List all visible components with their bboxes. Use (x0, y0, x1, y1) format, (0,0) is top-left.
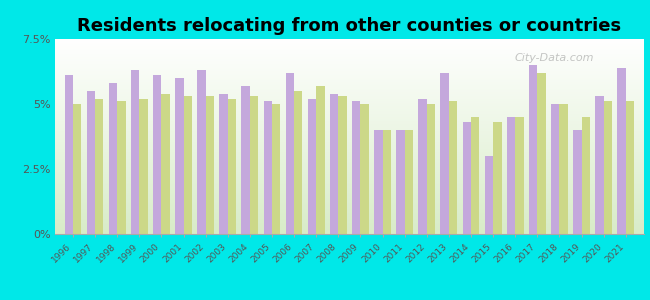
Bar (117, 101, 125, 234)
Bar (272, 104, 280, 234)
Bar (560, 104, 568, 234)
Title: Residents relocating from other counties or countries: Residents relocating from other counties… (77, 17, 621, 35)
Bar (441, 73, 449, 234)
Bar (604, 101, 612, 234)
Text: City-Data.com: City-Data.com (514, 52, 593, 63)
Bar (250, 96, 258, 234)
Bar (352, 101, 361, 234)
Bar (507, 117, 515, 234)
Bar (463, 122, 471, 234)
Bar (538, 73, 546, 234)
Bar (471, 117, 480, 234)
Bar (485, 156, 493, 234)
Bar (582, 117, 590, 234)
Bar (175, 78, 183, 234)
Bar (449, 101, 458, 234)
Bar (131, 70, 139, 234)
Bar (427, 104, 436, 234)
Bar (64, 75, 73, 234)
Bar (139, 99, 148, 234)
Bar (618, 68, 626, 234)
Bar (551, 104, 560, 234)
Bar (73, 104, 81, 234)
Bar (205, 96, 214, 234)
Bar (374, 130, 383, 234)
Bar (197, 70, 205, 234)
Bar (86, 91, 95, 234)
Bar (161, 94, 170, 234)
Bar (383, 130, 391, 234)
Bar (227, 99, 236, 234)
Bar (294, 91, 302, 234)
Bar (286, 73, 294, 234)
Bar (219, 94, 227, 234)
Bar (330, 94, 338, 234)
Bar (153, 75, 161, 234)
Bar (595, 96, 604, 234)
Bar (183, 96, 192, 234)
Bar (626, 101, 634, 234)
Bar (109, 83, 117, 234)
Bar (308, 99, 316, 234)
Bar (95, 99, 103, 234)
Bar (419, 99, 427, 234)
Bar (515, 117, 524, 234)
Bar (316, 86, 324, 234)
Bar (241, 86, 250, 234)
Bar (396, 130, 405, 234)
Bar (361, 104, 369, 234)
Bar (263, 101, 272, 234)
Bar (573, 130, 582, 234)
Bar (493, 122, 502, 234)
Bar (338, 96, 346, 234)
Bar (529, 65, 538, 234)
Bar (405, 130, 413, 234)
